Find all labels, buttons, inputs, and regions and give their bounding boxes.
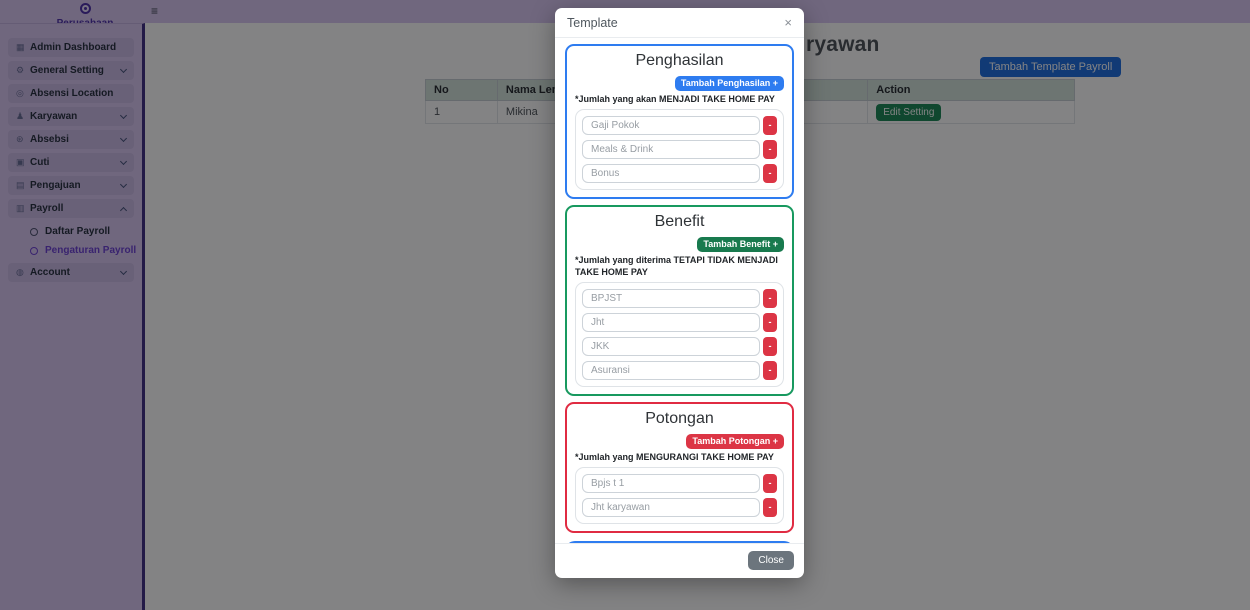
- potongan-field-input[interactable]: [582, 474, 760, 493]
- modal-body: Penghasilan Tambah Penghasilan + *Jumlah…: [555, 38, 804, 543]
- benefit-field-input[interactable]: [582, 361, 760, 380]
- field-row: -: [582, 164, 777, 183]
- remove-field-button[interactable]: -: [763, 116, 777, 135]
- field-row: -: [582, 498, 777, 517]
- section-note: *Jumlah yang akan MENJADI TAKE HOME PAY: [575, 94, 775, 104]
- add-penghasilan-button[interactable]: Tambah Penghasilan +: [674, 75, 784, 91]
- modal-title: Template: [567, 15, 618, 30]
- remove-field-button[interactable]: -: [763, 474, 777, 493]
- close-button[interactable]: Close: [748, 551, 794, 570]
- section-title: Penghasilan: [635, 52, 724, 69]
- field-row: -: [582, 474, 777, 493]
- remove-field-button[interactable]: -: [763, 313, 777, 332]
- benefit-field-input[interactable]: [582, 313, 760, 332]
- save-button[interactable]: Save: [565, 541, 794, 543]
- field-row: -: [582, 116, 777, 135]
- badge-row: Tambah Benefit +: [575, 234, 784, 252]
- field-list: - - - -: [575, 282, 784, 387]
- field-row: -: [582, 289, 777, 308]
- section-penghasilan: Penghasilan Tambah Penghasilan + *Jumlah…: [565, 44, 794, 199]
- section-potongan: Potongan Tambah Potongan + *Jumlah yang …: [565, 402, 794, 533]
- section-benefit: Benefit Tambah Benefit + *Jumlah yang di…: [565, 205, 794, 396]
- template-modal: Template × Penghasilan Tambah Penghasila…: [555, 8, 804, 578]
- add-potongan-button[interactable]: Tambah Potongan +: [686, 433, 784, 449]
- badge-row: Tambah Penghasilan +: [575, 73, 784, 91]
- remove-field-button[interactable]: -: [763, 164, 777, 183]
- penghasilan-field-input[interactable]: [582, 140, 760, 159]
- benefit-field-input[interactable]: [582, 337, 760, 356]
- add-benefit-button[interactable]: Tambah Benefit +: [697, 236, 784, 252]
- field-row: -: [582, 140, 777, 159]
- potongan-field-input[interactable]: [582, 498, 760, 517]
- remove-field-button[interactable]: -: [763, 140, 777, 159]
- field-row: -: [582, 337, 777, 356]
- remove-field-button[interactable]: -: [763, 289, 777, 308]
- modal-header: Template ×: [555, 8, 804, 38]
- close-icon[interactable]: ×: [784, 15, 792, 30]
- field-list: - -: [575, 467, 784, 524]
- section-note: *Jumlah yang diterima TETAPI TIDAK MENJA…: [575, 255, 778, 277]
- section-title: Potongan: [645, 410, 714, 427]
- benefit-field-input[interactable]: [582, 289, 760, 308]
- penghasilan-field-input[interactable]: [582, 116, 760, 135]
- badge-row: Tambah Potongan +: [575, 431, 784, 449]
- section-note: *Jumlah yang MENGURANGI TAKE HOME PAY: [575, 452, 774, 462]
- remove-field-button[interactable]: -: [763, 361, 777, 380]
- remove-field-button[interactable]: -: [763, 498, 777, 517]
- field-row: -: [582, 313, 777, 332]
- field-row: -: [582, 361, 777, 380]
- remove-field-button[interactable]: -: [763, 337, 777, 356]
- penghasilan-field-input[interactable]: [582, 164, 760, 183]
- section-title: Benefit: [654, 213, 705, 230]
- modal-footer: Close: [555, 543, 804, 578]
- field-list: - - -: [575, 109, 784, 190]
